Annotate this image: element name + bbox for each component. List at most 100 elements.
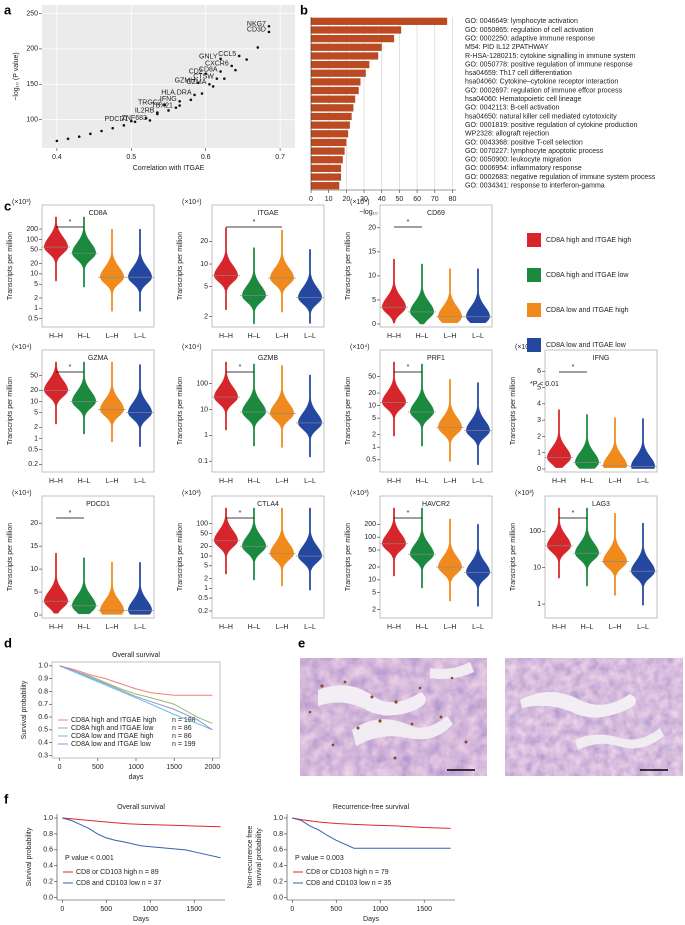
y-tick-label: 6 bbox=[537, 368, 541, 375]
violin bbox=[297, 249, 323, 324]
point bbox=[267, 30, 271, 34]
panel-title: Overall survival bbox=[117, 804, 165, 811]
point bbox=[219, 57, 222, 61]
legend-n: n = 86 bbox=[172, 733, 192, 740]
category-label: GO: 0050900: leukocyte migration bbox=[465, 157, 571, 164]
y-axis-title: Survival probability bbox=[21, 680, 28, 739]
violin bbox=[241, 363, 267, 447]
violin bbox=[127, 562, 153, 615]
y-axis-title: −log₁₀ (P value) bbox=[13, 52, 20, 101]
point bbox=[204, 72, 208, 75]
category-label: GO: 0002683: negative regulation of immu… bbox=[465, 174, 656, 181]
x-tick-label: H–H bbox=[387, 333, 401, 340]
x-tick-label: 500 bbox=[100, 906, 112, 913]
x-tick-label: L–H bbox=[444, 333, 457, 340]
y-tick-label: 50 bbox=[368, 547, 376, 554]
annotation: P value < 0.001 bbox=[65, 855, 114, 862]
point bbox=[267, 24, 271, 28]
y-tick-label: 10 bbox=[533, 565, 541, 572]
point-label: IL2RB bbox=[135, 107, 155, 114]
y-tick-label: 5 bbox=[204, 563, 208, 570]
x-tick-label: 1000 bbox=[128, 764, 144, 771]
violin bbox=[297, 374, 323, 458]
y-tick-label: 0.5 bbox=[28, 316, 38, 323]
bar bbox=[311, 164, 342, 172]
bar bbox=[311, 78, 361, 86]
panel-title: HAVCR2 bbox=[422, 501, 450, 508]
bar bbox=[311, 156, 343, 164]
y-tick-label: 100 bbox=[196, 521, 208, 528]
point-label: HLA.DRA bbox=[161, 90, 192, 97]
point bbox=[163, 103, 167, 107]
point bbox=[133, 120, 137, 124]
category-label: GO: 0070227: lymphocyte apoptotic proces… bbox=[465, 148, 604, 155]
y-unit: (×10⁴) bbox=[182, 199, 202, 206]
category-label: WP2328: allograft rejection bbox=[465, 131, 549, 138]
x-tick-label: L–L bbox=[637, 478, 649, 485]
violin bbox=[409, 507, 435, 589]
bar bbox=[311, 147, 345, 155]
point bbox=[234, 68, 237, 72]
x-tick-label: 2000 bbox=[205, 764, 221, 771]
bar bbox=[311, 52, 379, 60]
bar bbox=[311, 69, 366, 77]
point bbox=[189, 98, 193, 102]
y-tick-label: 10 bbox=[368, 273, 376, 280]
x-tick-label: L–H bbox=[609, 478, 622, 485]
y-tick-label: 0.8 bbox=[38, 688, 48, 695]
y-tick-label: 0 bbox=[34, 612, 38, 619]
y-tick-label: 0.9 bbox=[38, 675, 48, 682]
y-unit: (×10⁴) bbox=[350, 344, 370, 351]
x-tick-label: L–L bbox=[472, 333, 484, 340]
lumen bbox=[430, 662, 474, 680]
x-tick-label: 30 bbox=[360, 196, 368, 203]
bar bbox=[311, 112, 352, 121]
y-tick-label: 1.0 bbox=[273, 815, 283, 822]
significance-label: * bbox=[407, 364, 410, 371]
y-tick-label: 0.5 bbox=[366, 457, 376, 464]
y-axis-title: Transcripts per million bbox=[345, 377, 352, 445]
legend-label: CD8 and CD103 low n = 35 bbox=[306, 880, 392, 887]
point-label: CD8A bbox=[199, 66, 218, 73]
x-tick-label: 500 bbox=[92, 764, 104, 771]
y-tick-label: 0.5 bbox=[198, 595, 208, 602]
y-tick-label: 0.4 bbox=[273, 863, 283, 870]
x-tick-label: L–H bbox=[106, 333, 119, 340]
y-axis-title: Transcripts per million bbox=[177, 232, 184, 300]
point-label: GZMH bbox=[175, 78, 196, 85]
point-label: CTSW bbox=[193, 73, 214, 80]
category-label: GO: 0050778: positive regulation of immu… bbox=[465, 61, 633, 68]
point bbox=[55, 139, 59, 143]
x-tick-label: 10 bbox=[325, 196, 333, 203]
y-tick-label: 2 bbox=[372, 607, 376, 614]
y-tick-label: 10 bbox=[200, 553, 208, 560]
y-axis-title: Transcripts per million bbox=[345, 232, 352, 300]
y-tick-label: 20 bbox=[368, 390, 376, 397]
point bbox=[178, 104, 181, 107]
survival-curve bbox=[59, 665, 213, 696]
violin bbox=[241, 507, 267, 581]
violin bbox=[214, 507, 238, 575]
point bbox=[129, 119, 133, 123]
significance-label: * bbox=[69, 364, 72, 371]
y-tick-label: 15 bbox=[368, 249, 376, 256]
bar bbox=[311, 138, 347, 147]
y-axis-title: Transcripts per million bbox=[7, 377, 14, 445]
y-tick-label: 5 bbox=[537, 384, 541, 391]
panel-title: GZMA bbox=[88, 355, 109, 362]
category-label: GO: 0006954: inflammatory response bbox=[465, 165, 582, 172]
panel-title: ITGAE bbox=[257, 210, 278, 217]
panel-title: Recurrence-free survival bbox=[333, 804, 410, 811]
violin bbox=[437, 518, 463, 602]
x-tick-label: L–L bbox=[134, 333, 146, 340]
y-tick-label: 0.2 bbox=[273, 879, 283, 886]
y-tick-label: 0.6 bbox=[38, 714, 48, 721]
y-tick-label: 4 bbox=[537, 401, 541, 408]
y-tick-label: 10 bbox=[200, 261, 208, 268]
y-tick-label: 10 bbox=[368, 577, 376, 584]
x-tick-label: H–H bbox=[219, 624, 233, 631]
panel-label: e bbox=[298, 635, 305, 650]
panel-label: a bbox=[4, 2, 12, 17]
x-tick-label: 1000 bbox=[142, 906, 158, 913]
